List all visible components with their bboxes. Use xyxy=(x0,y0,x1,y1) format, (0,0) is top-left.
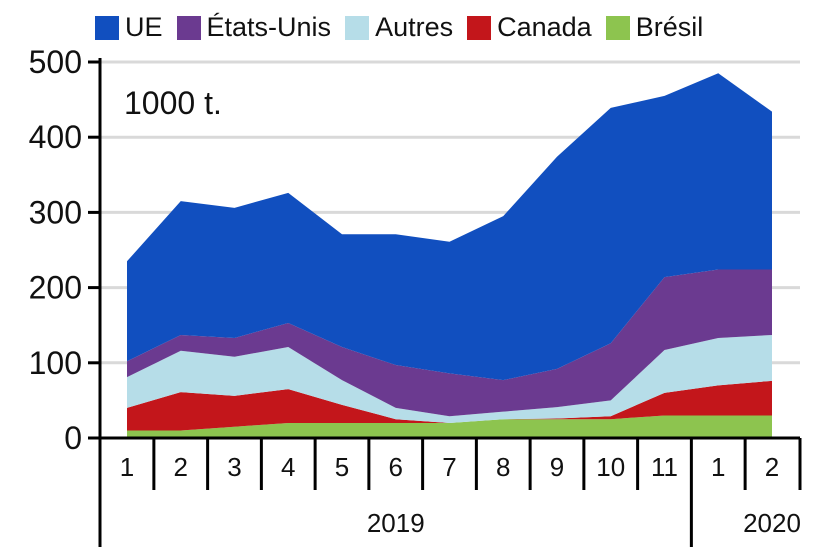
x-tick-label: 9 xyxy=(550,452,564,482)
x-tick-label: 6 xyxy=(389,452,403,482)
unit-label: 1000 t. xyxy=(124,85,222,121)
legend-item: Canada xyxy=(467,12,592,43)
x-tick-label: 3 xyxy=(227,452,241,482)
y-tick-label: 100 xyxy=(29,345,82,381)
y-tick-label: 200 xyxy=(29,270,82,306)
legend-swatch xyxy=(176,15,201,40)
legend: UE États-Unis Autres Canada Brésil xyxy=(95,12,703,43)
legend-item: Brésil xyxy=(605,12,704,43)
x-tick-label: 7 xyxy=(442,452,456,482)
y-tick-label: 300 xyxy=(29,194,82,230)
legend-swatch xyxy=(467,15,492,40)
year-label: 2019 xyxy=(367,508,425,538)
x-tick-label: 10 xyxy=(596,452,625,482)
legend-label: États-Unis xyxy=(206,12,332,42)
area-ue xyxy=(127,73,772,381)
legend-label: Autres xyxy=(375,12,454,42)
y-tick-label: 400 xyxy=(29,119,82,155)
y-tick-label: 500 xyxy=(29,44,82,80)
legend-item: Autres xyxy=(345,12,453,43)
legend-item: États-Unis xyxy=(176,12,332,43)
year-label: 2020 xyxy=(743,508,801,538)
legend-label: Canada xyxy=(497,12,592,42)
area-canada xyxy=(127,380,772,431)
area-br-sil xyxy=(127,415,772,438)
legend-swatch xyxy=(605,15,630,40)
x-tick-label: 5 xyxy=(335,452,349,482)
x-tick-label: 1 xyxy=(120,452,134,482)
x-tick-label: 4 xyxy=(281,452,295,482)
x-tick-label: 2 xyxy=(765,452,779,482)
legend-swatch xyxy=(345,15,370,40)
x-tick-label: 1 xyxy=(711,452,725,482)
legend-label: Brésil xyxy=(635,12,704,42)
legend-item: UE xyxy=(95,12,163,43)
x-tick-label: 11 xyxy=(651,452,678,482)
area--tats-unis xyxy=(127,269,772,417)
area-autres xyxy=(127,334,772,423)
x-tick-label: 2 xyxy=(174,452,188,482)
legend-label: UE xyxy=(125,12,163,42)
legend-swatch xyxy=(95,15,119,40)
x-tick-label: 8 xyxy=(496,452,510,482)
y-tick-label: 0 xyxy=(64,420,82,456)
